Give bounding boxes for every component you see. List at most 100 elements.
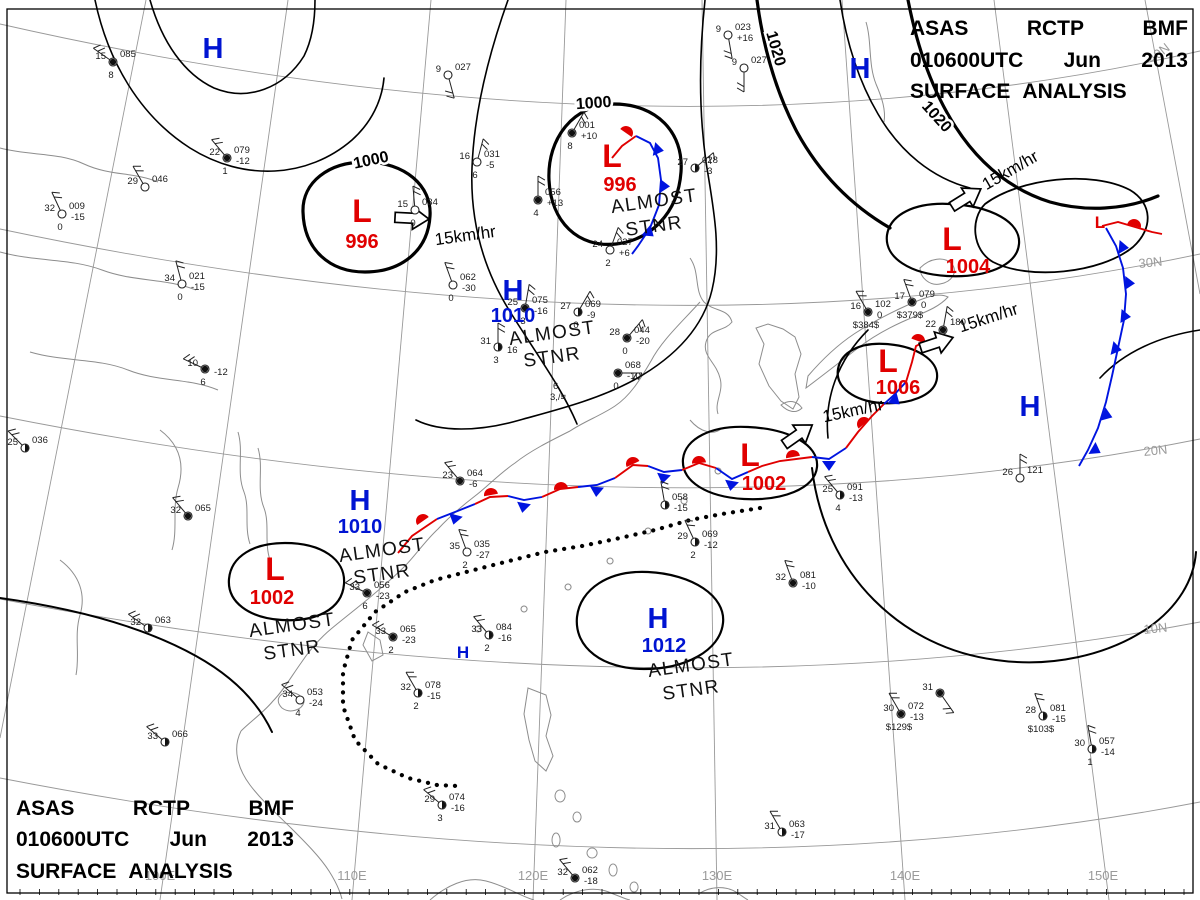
- isobar: [755, 0, 892, 230]
- meridian-line: [159, 0, 289, 900]
- station-plot: 25 075-16 3: [507, 283, 548, 327]
- station-temperature: 22: [925, 319, 936, 330]
- wind-barb-tick: [349, 580, 357, 586]
- station-temperature: 32: [170, 505, 181, 516]
- station-temperature: 33: [471, 624, 482, 635]
- movement-speed-label: 15km/hr: [434, 222, 498, 249]
- isobar: [415, 0, 718, 430]
- pressure-value: 1010: [338, 516, 383, 538]
- station-pressure: 062: [460, 272, 476, 283]
- coastline: [523, 687, 554, 772]
- warm-front-symbol: [620, 126, 633, 138]
- low-center: L: [602, 138, 622, 174]
- station-plot: 9 027: [732, 55, 767, 93]
- station-pressure: 079: [919, 289, 935, 300]
- wind-barb-tick: [1019, 453, 1028, 459]
- sky-cover-fill: [165, 738, 169, 746]
- wind-barb-tick: [344, 577, 353, 584]
- station-pressure: 063: [789, 819, 805, 830]
- station-pressure: 066: [172, 729, 188, 740]
- station-aux-value: 3: [520, 316, 525, 327]
- station-aux-value: 6: [362, 601, 367, 612]
- high-center: H: [457, 643, 469, 662]
- station-pressure: 001: [579, 120, 595, 131]
- cold-front-symbol: [641, 224, 654, 237]
- wind-barb-tick: [446, 266, 455, 270]
- motion-label: STNR: [624, 212, 684, 241]
- wind-barb-tick: [724, 55, 733, 60]
- station-temperature: 34: [164, 273, 175, 284]
- wind-barb-tick: [128, 610, 136, 615]
- wind-barb-tick: [481, 143, 488, 150]
- station-plot: 25 036: [7, 428, 48, 453]
- wind-barb-tick: [182, 353, 191, 360]
- wind-barb-tick: [1087, 724, 1096, 729]
- sky-cover-circle: [605, 245, 615, 255]
- station-temperature: 9: [732, 57, 737, 68]
- wind-barb-tick: [1019, 458, 1028, 464]
- longitude-label: 130E: [702, 868, 733, 883]
- station-pressure: 053: [307, 687, 323, 698]
- station-aux-value: 4: [835, 503, 840, 514]
- station-aux-value: 2: [484, 643, 489, 654]
- station-dewpoint: -18: [584, 876, 598, 887]
- motion-label: ALMOST: [248, 609, 337, 642]
- longitude-label: 150E: [1088, 868, 1119, 883]
- wind-barb-tick: [413, 190, 421, 196]
- station-temperature: 17: [894, 291, 905, 302]
- isobar: [547, 102, 683, 246]
- station-temperature: 25: [7, 437, 18, 448]
- station-pressure: 065: [195, 503, 211, 514]
- station-temperature: 29: [127, 176, 138, 187]
- station-plot: 062-30 0: [444, 261, 476, 304]
- station-plot: 33 056-23 6: [344, 577, 390, 612]
- sky-cover-fill: [109, 58, 117, 66]
- stationary-front-main-segment: [436, 503, 476, 520]
- title-line-1: ASAS RCTP BMF: [16, 793, 294, 825]
- sky-cover-circle: [739, 63, 749, 73]
- station-plot: 33 084-16 2: [471, 614, 512, 654]
- station-aux-value: 2: [388, 645, 393, 656]
- sky-cover-circle: [295, 695, 305, 705]
- station-aux-value: 4: [533, 208, 538, 219]
- longitude-label: 140E: [890, 868, 921, 883]
- isobar-label: 1000: [352, 149, 390, 173]
- wind-barb-tick: [660, 480, 669, 485]
- station-pressure: 035: [474, 539, 490, 550]
- coastline: [606, 557, 614, 565]
- station-pressure: 180: [950, 317, 966, 328]
- station-plot: 33 065-23 2: [371, 620, 416, 656]
- station-dewpoint: -30: [462, 283, 476, 294]
- isobar: [471, 0, 578, 425]
- coastline: [564, 583, 572, 591]
- station-aux-value: $379$: [897, 310, 924, 321]
- station-plot: 058-15: [660, 480, 688, 514]
- isobar: [811, 467, 1197, 664]
- coastline: [644, 527, 652, 535]
- cold-front-symbol: [652, 142, 664, 156]
- sky-cover-fill: [201, 365, 209, 373]
- warm-front-symbol: [911, 334, 925, 344]
- wind-barb-tick: [537, 180, 546, 186]
- stationary-front-main-segment: [507, 495, 543, 501]
- motion-label: STNR: [661, 676, 721, 705]
- sky-cover-fill: [571, 874, 579, 882]
- station-dewpoint: -15: [191, 282, 205, 293]
- wind-barb-tick: [583, 111, 589, 120]
- pressure-value: 1012: [642, 635, 687, 657]
- station-temperature: 27: [560, 301, 571, 312]
- station-dewpoint: -14: [1101, 747, 1115, 758]
- station-pressure: 068: [625, 360, 641, 371]
- coastline: [559, 888, 631, 900]
- isobar: [681, 425, 819, 501]
- station-dewpoint: -16: [451, 803, 465, 814]
- station-pressure: 062: [582, 865, 598, 876]
- station-temperature: 28: [609, 327, 620, 338]
- wind-barb-tick: [447, 464, 456, 468]
- cold-front-north: [611, 126, 670, 255]
- sky-cover-fill: [936, 689, 944, 697]
- station-dewpoint: -9: [587, 310, 595, 321]
- sky-cover-fill: [789, 579, 797, 587]
- station-dewpoint: -17: [791, 830, 805, 841]
- station-plot: 32 065: [170, 495, 211, 521]
